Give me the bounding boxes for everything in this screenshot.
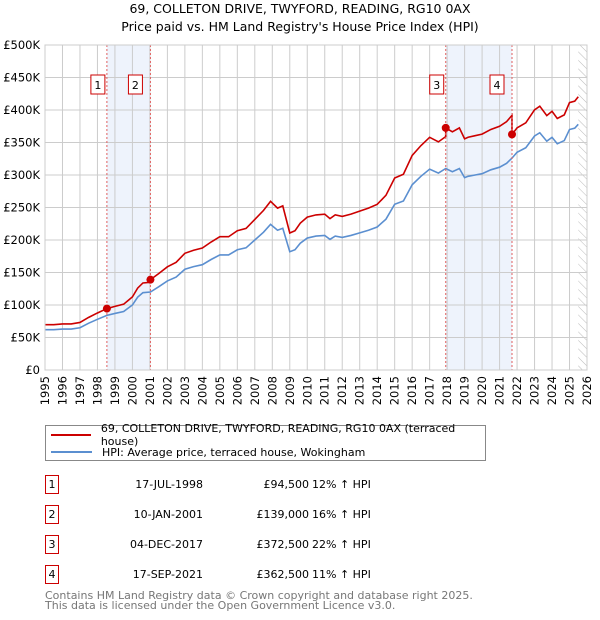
sale-point [102, 304, 111, 313]
sale-point [507, 130, 516, 139]
sale-label-box [90, 74, 106, 95]
sale-number-badge: 3 [45, 535, 59, 554]
price-chart: £0 £50K £100K £150K £200K £250K £300K £350K £400… [3, 38, 594, 405]
sale-hpi-change: 22% ↑ HPI [312, 538, 371, 551]
y-tick-label: £50K [11, 331, 41, 345]
x-tick-label: 2004 [195, 376, 209, 405]
y-tick-label: £400K [3, 103, 40, 117]
x-tick-label: 2013 [353, 376, 367, 405]
hpi-line [45, 123, 579, 331]
x-tick-label: 2010 [300, 376, 314, 405]
x-tick-label: 2002 [160, 376, 174, 405]
x-tick-label: 2001 [143, 376, 157, 405]
x-tick-label: 2025 [563, 376, 577, 405]
x-tick-label: 1997 [73, 376, 87, 405]
x-tick-label: 2026 [580, 376, 594, 405]
x-tick-label: 2018 [440, 376, 454, 405]
footer-licence: This data is licensed under the Open Gov… [45, 599, 396, 612]
sale-row: 3 04-DEC-2017 £372,500 22% ↑ HPI [45, 535, 495, 555]
x-tick-label: 2012 [335, 376, 349, 405]
y-tick-label: £350K [3, 136, 40, 150]
sale-date: 04-DEC-2017 [129, 538, 203, 551]
sale-price: £139,000 [256, 508, 310, 521]
chart-subtitle: Price paid vs. HM Land Registry's House … [121, 19, 479, 34]
sale-label-number: 4 [493, 79, 500, 92]
x-tick-label: 2014 [370, 376, 384, 405]
x-tick-label: 2016 [405, 376, 419, 405]
x-tick-label: 2005 [213, 376, 227, 405]
x-tick-label: 2003 [178, 376, 192, 405]
legend-swatch-property [51, 434, 91, 436]
y-tick-label: £150K [3, 266, 40, 280]
x-tick-label: 2022 [510, 376, 524, 405]
sale-date: 10-JAN-2001 [133, 508, 203, 521]
y-tick-label: £250K [3, 201, 40, 215]
x-tick-label: 1995 [38, 376, 52, 405]
x-tick-label: 2021 [493, 376, 507, 405]
legend-label-hpi: HPI: Average price, terraced house, Woki… [102, 445, 366, 459]
sale-price: £372,500 [256, 538, 310, 551]
x-tick-label: 2007 [248, 376, 262, 405]
legend: 69, COLLETON DRIVE, TWYFORD, READING, RG… [45, 422, 486, 461]
legend-hpi: HPI: Average price, terraced house, Woki… [46, 444, 365, 460]
sale-date: 17-JUL-1998 [135, 478, 203, 491]
x-tick-label: 2009 [283, 376, 297, 405]
y-tick-label: £450K [3, 71, 40, 85]
sale-hpi-change: 11% ↑ HPI [312, 568, 371, 581]
legend-label-property: 69, COLLETON DRIVE, TWYFORD, READING, RG… [100, 422, 456, 448]
plot-frame [44, 44, 588, 371]
legend-property: 69, COLLETON DRIVE, TWYFORD, READING, RG… [46, 422, 485, 448]
sale-label-box [489, 74, 505, 95]
sale-row: 2 10-JAN-2001 £139,000 16% ↑ HPI [45, 505, 495, 525]
sale-label-number: 2 [132, 79, 139, 92]
sale-label-box [429, 74, 445, 95]
x-tick-label: 2008 [265, 376, 279, 405]
x-tick-label: 2023 [528, 376, 542, 405]
y-tick-label: £300K [3, 168, 40, 182]
x-tick-label: 1996 [55, 376, 69, 405]
x-tick-label: 2000 [125, 376, 139, 405]
sale-label-number: 3 [433, 79, 440, 92]
sale-label-box [127, 74, 143, 95]
sale-hpi-change: 12% ↑ HPI [312, 478, 371, 491]
sale-number-badge: 4 [45, 565, 59, 584]
sale-point [441, 123, 450, 132]
x-tick-label: 1999 [108, 376, 122, 405]
x-tick-label: 2011 [318, 376, 332, 405]
x-tick-label: 2006 [230, 376, 244, 405]
property-price-line [45, 96, 579, 326]
x-tick-label: 2020 [475, 376, 489, 405]
chart-title: 69, COLLETON DRIVE, TWYFORD, READING, RG… [129, 1, 471, 16]
sale-number-badge: 2 [45, 505, 59, 524]
sale-row: 4 17-SEP-2021 £362,500 11% ↑ HPI [45, 565, 495, 585]
sale-price: £94,500 [263, 478, 310, 491]
sale-date: 17-SEP-2021 [132, 568, 203, 581]
footer-copyright: Contains HM Land Registry data © Crown c… [45, 589, 473, 602]
y-tick-label: £0 [25, 363, 40, 377]
sale-point [146, 275, 155, 284]
x-tick-label: 1998 [90, 376, 104, 405]
y-tick-label: £500K [3, 38, 40, 52]
y-tick-label: £200K [3, 233, 40, 247]
x-tick-label: 2019 [458, 376, 472, 405]
x-tick-label: 2017 [423, 376, 437, 405]
sale-price: £362,500 [256, 568, 310, 581]
x-tick-label: 2015 [388, 376, 402, 405]
sale-row: 1 17-JUL-1998 £94,500 12% ↑ HPI [45, 475, 495, 495]
legend-swatch-hpi [51, 451, 92, 453]
sale-number-badge: 1 [45, 475, 59, 494]
sale-hpi-change: 16% ↑ HPI [312, 508, 371, 521]
sale-label-number: 1 [94, 79, 101, 92]
x-tick-label: 2024 [545, 376, 559, 405]
y-tick-label: £100K [3, 298, 40, 312]
